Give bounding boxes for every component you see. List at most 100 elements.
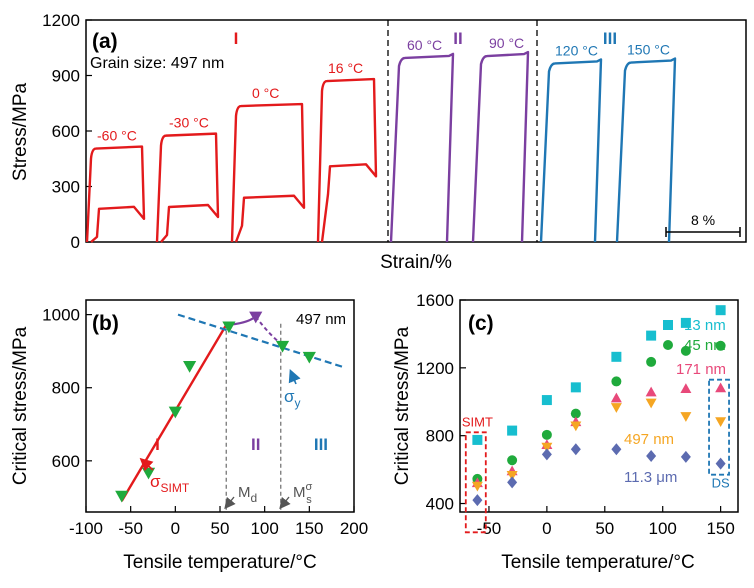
stress-strain-curve — [471, 50, 530, 243]
y-tick-label: 400 — [426, 495, 454, 514]
data-point — [715, 417, 727, 428]
data-point — [646, 330, 657, 341]
curve-label: 90 °C — [489, 35, 524, 51]
panel-c-label: (c) — [468, 312, 494, 335]
y-tick-label: 600 — [52, 452, 80, 471]
panel-a-curves: -60 °C -30 °C 0 °C 16 °C 60 °C 90 °C 120 °C 150… — [85, 35, 677, 243]
panel-c-annotations: 13 nm 45 nm 171 nm 497 nm 11.3 μm SIMT DS — [462, 317, 730, 534]
panel-b-frame — [85, 299, 355, 513]
data-point — [611, 351, 622, 362]
stress-strain-curve — [539, 58, 603, 243]
x-tick-label: 50 — [595, 519, 614, 538]
data-point — [507, 455, 518, 466]
y-tick-label: 600 — [52, 122, 80, 141]
series-label: 13 nm — [684, 317, 726, 334]
data-point — [570, 382, 581, 393]
simt-box — [464, 431, 487, 534]
curve-label: 150 °C — [627, 42, 670, 58]
ms-label: Mσ s — [293, 481, 313, 506]
yield-fit-line — [177, 313, 346, 369]
legend-marker — [663, 340, 673, 350]
stress-strain-curve — [316, 77, 378, 243]
y-tick-label: 1000 — [42, 306, 80, 325]
data-point — [168, 406, 182, 419]
data-point — [471, 481, 483, 492]
data-point — [680, 345, 691, 356]
panel-c-ylabel: Critical stress/MPa — [392, 326, 413, 485]
x-tick-label: 200 — [340, 519, 368, 538]
data-point — [646, 356, 657, 367]
ds-box-label: DS — [712, 476, 730, 491]
data-point — [472, 494, 483, 507]
x-tick-label: -50 — [477, 519, 502, 538]
region-label-ii: II — [251, 435, 260, 454]
data-point — [541, 395, 552, 406]
data-point — [472, 434, 483, 445]
data-point — [507, 425, 518, 436]
data-point — [570, 408, 581, 419]
data-point — [680, 383, 692, 394]
sigma-y-arrow — [288, 369, 301, 385]
series-label: 171 nm — [676, 361, 726, 378]
panel-a-label: (a) — [92, 30, 118, 53]
data-point — [715, 305, 726, 316]
data-point — [506, 471, 518, 481]
stress-strain-curve — [85, 145, 146, 243]
data-point — [249, 311, 263, 324]
curve-label: 60 °C — [407, 37, 442, 53]
panel-b-legend: 497 nm — [296, 311, 346, 328]
panel-c: (c) Critical stress/MPa Tensile temperat… — [392, 291, 739, 573]
series-label: 497 nm — [624, 431, 674, 448]
panel-a-ylabel: Stress/MPa — [10, 82, 31, 181]
stress-strain-curve — [230, 102, 306, 243]
data-point — [183, 360, 197, 373]
stress-strain-curve — [615, 57, 677, 243]
panel-b-points — [115, 311, 316, 503]
sigma-y-label: σy — [284, 387, 301, 410]
region-label-i: I — [234, 29, 239, 48]
panel-b-xlabel: Tensile temperature/°C — [123, 552, 316, 573]
x-tick-label: 100 — [250, 519, 278, 538]
y-tick-label: 1200 — [416, 359, 454, 378]
data-point — [275, 340, 290, 353]
panel-a: (a) Grain size: 497 nm Stress/MPa Strain… — [10, 11, 747, 273]
md-arrow — [224, 496, 236, 510]
data-point — [222, 321, 236, 334]
data-point — [610, 392, 622, 403]
y-tick-label: 800 — [426, 427, 454, 446]
panel-b-ticks: -100 -50 0 50 100 150 200 600 800 1000 — [42, 306, 368, 538]
x-tick-label: 0 — [171, 519, 180, 538]
panel-a-xlabel: Strain/% — [380, 252, 452, 273]
panel-b-label: (b) — [92, 312, 119, 335]
data-point — [302, 351, 316, 364]
x-tick-label: 0 — [542, 519, 551, 538]
series-label: 11.3 μm — [624, 469, 677, 486]
stress-strain-curve — [389, 52, 455, 243]
x-tick-label: 150 — [295, 519, 323, 538]
x-tick-label: 100 — [649, 519, 677, 538]
data-point — [541, 442, 553, 453]
transition-dashed-curve — [254, 315, 284, 346]
region-label-iii: III — [314, 435, 328, 454]
y-tick-label: 1200 — [42, 11, 80, 30]
data-point — [115, 490, 129, 503]
y-tick-label: 800 — [52, 379, 80, 398]
data-point — [645, 398, 657, 409]
region-label-iii: III — [603, 29, 617, 48]
panel-c-frame — [459, 299, 739, 513]
data-point — [611, 376, 622, 387]
y-tick-label: 900 — [52, 67, 80, 86]
grain-size-annotation: Grain size: 497 nm — [90, 55, 224, 72]
y-tick-label: 1600 — [416, 291, 454, 310]
x-tick-label: 50 — [211, 519, 230, 538]
data-point — [611, 443, 622, 456]
md-label: Md — [238, 484, 257, 505]
data-point — [715, 457, 726, 470]
region-label-i: I — [155, 435, 160, 454]
panel-b: (b) 497 nm Critical stress/MPa Tensile t… — [10, 299, 368, 573]
curve-label: 16 °C — [328, 60, 363, 76]
data-point — [541, 429, 552, 440]
y-tick-label: 300 — [52, 178, 80, 197]
data-point — [570, 421, 582, 432]
